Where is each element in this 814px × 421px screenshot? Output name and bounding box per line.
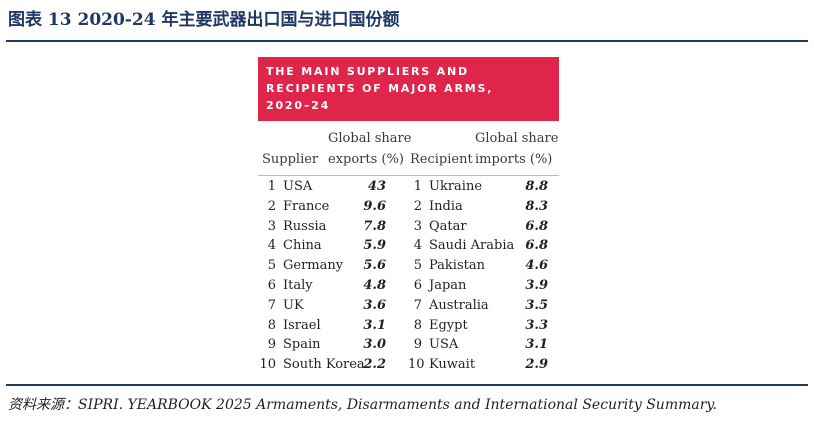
exports-header-line1: Global share (328, 131, 412, 146)
source-note: 资料来源：SIPRI. YEARBOOK 2025 Armaments, Dis… (8, 397, 717, 413)
imports-header-line2: imports (%) (475, 152, 553, 167)
figure-title: 图表 13 2020-24 年主要武器出口国与进口国份额 (8, 10, 400, 30)
export-share: 3.1 (363, 317, 386, 333)
import-share: 8.3 (525, 198, 548, 214)
recipient-name: Kuwait (429, 357, 476, 373)
supplier-name: UK (283, 297, 304, 313)
recipient-name: Japan (429, 278, 467, 293)
export-share: 3.6 (363, 297, 386, 313)
import-share: 3.9 (525, 278, 548, 293)
recipient-name: Pakistan (429, 258, 485, 274)
exports-header-line2: exports (%) (328, 152, 404, 167)
recipient-rank: 9 (413, 337, 422, 353)
banner-line-2: recipients of major arms, (266, 82, 494, 95)
recipient-name: USA (429, 337, 459, 353)
supplier-name: Germany (283, 258, 344, 274)
supplier-rank: 5 (267, 258, 276, 274)
export-share: 7.8 (363, 218, 386, 234)
recipient-rank: 8 (413, 317, 422, 333)
export-share: 2.2 (363, 357, 386, 373)
supplier-rank: 10 (259, 357, 276, 373)
supplier-rank: 7 (267, 297, 276, 313)
import-share: 4.6 (525, 258, 548, 274)
supplier-rank: 2 (267, 198, 276, 214)
import-share: 3.1 (525, 337, 548, 353)
supplier-rank: 4 (267, 238, 276, 254)
export-share: 5.9 (363, 238, 386, 254)
recipient-name: Australia (429, 297, 489, 313)
supplier-rank: 3 (267, 218, 276, 234)
export-share: 4.8 (363, 278, 386, 293)
recipient-rank: 3 (413, 218, 422, 234)
arms-table-card: The main suppliers and recipients of maj… (258, 57, 559, 421)
recipient-rank: 4 (413, 238, 422, 254)
supplier-name: China (283, 238, 322, 254)
import-share: 6.8 (525, 238, 548, 254)
recipient-name: Saudi Arabia (429, 238, 515, 254)
supplier-rank: 8 (267, 317, 276, 333)
supplier-name: USA (283, 179, 313, 194)
recipient-rank: 6 (413, 278, 422, 293)
imports-header-line1: Global share (475, 131, 559, 146)
export-share: 5.6 (363, 258, 386, 274)
banner-line-3: 2020–24 (266, 99, 331, 112)
supplier-rank: 9 (267, 337, 276, 353)
table-banner: The main suppliers and recipients of maj… (258, 57, 559, 121)
recipient-name: Ukraine (429, 179, 483, 194)
header-divider (258, 175, 559, 176)
supplier-name: Israel (283, 317, 321, 333)
export-share: 43 (367, 179, 386, 194)
recipient-rank: 5 (413, 258, 422, 274)
recipient-rank: 1 (413, 179, 422, 194)
recipient-rank: 2 (413, 198, 422, 214)
recipient-name: Egypt (429, 317, 468, 333)
recipient-rank: 10 (408, 357, 425, 373)
title-rule (6, 40, 808, 42)
import-share: 3.3 (525, 317, 548, 333)
supplier-name: Russia (283, 218, 327, 234)
export-share: 9.6 (363, 198, 386, 214)
recipient-name: Qatar (429, 218, 467, 234)
supplier-rank: 6 (267, 278, 276, 293)
import-share: 2.9 (525, 357, 548, 373)
import-share: 8.8 (525, 179, 548, 194)
supplier-name: France (283, 198, 330, 214)
export-share: 3.0 (363, 337, 386, 353)
import-share: 3.5 (525, 297, 548, 313)
supplier-header: Supplier (262, 152, 319, 167)
recipient-rank: 7 (413, 297, 422, 313)
import-share: 6.8 (525, 218, 548, 234)
recipient-name: India (429, 198, 463, 214)
table-grid: Global share exports (%) Supplier Recipi… (258, 121, 559, 421)
supplier-rank: 1 (267, 179, 276, 194)
recipient-header: Recipient (410, 152, 473, 167)
supplier-name: South Korea (283, 357, 365, 373)
footer-rule (6, 384, 808, 386)
supplier-name: Italy (283, 278, 313, 293)
supplier-name: Spain (283, 337, 321, 353)
banner-line-1: The main suppliers and (266, 65, 469, 78)
